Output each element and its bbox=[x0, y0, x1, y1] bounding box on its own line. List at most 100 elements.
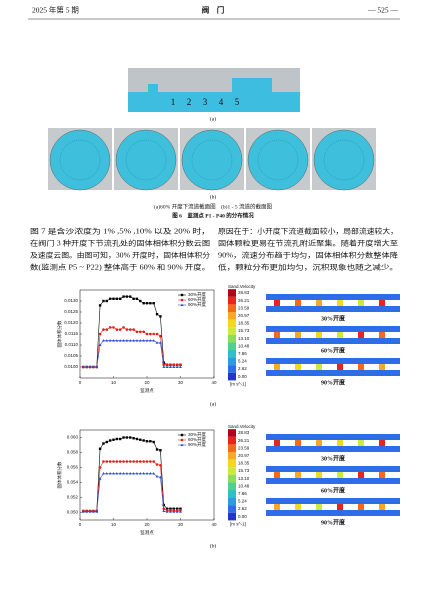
point bbox=[118, 460, 122, 463]
legend-marker bbox=[180, 293, 184, 297]
colorbar-tick: 10.48 bbox=[238, 343, 250, 348]
point bbox=[159, 341, 162, 344]
pipe bbox=[266, 466, 400, 472]
colorbar-tick: 15.73 bbox=[238, 468, 250, 473]
point bbox=[102, 339, 105, 342]
legend-marker bbox=[180, 433, 184, 437]
y-tick-label: 0.060 bbox=[67, 435, 79, 440]
point bbox=[155, 475, 159, 478]
point bbox=[128, 328, 132, 331]
point bbox=[132, 297, 135, 300]
body-line: 及速度云图。由图可知，30% 开度时，固体相体积分 bbox=[30, 251, 210, 260]
point bbox=[175, 507, 179, 510]
orifice bbox=[379, 332, 385, 338]
point bbox=[115, 339, 119, 342]
point bbox=[112, 460, 115, 463]
y-tick-label: 0.050 bbox=[67, 510, 79, 515]
point bbox=[118, 328, 122, 331]
colorbar-cell bbox=[228, 497, 236, 506]
point bbox=[119, 437, 122, 441]
point bbox=[102, 299, 105, 303]
orifice bbox=[379, 504, 385, 510]
orifice bbox=[379, 440, 385, 446]
point bbox=[118, 339, 122, 342]
colorbar-tick: 20.97 bbox=[238, 313, 250, 318]
colorbar-tick: 26.21 bbox=[238, 298, 250, 303]
legend-label: 60%开度 bbox=[188, 436, 207, 443]
colorbar-cell bbox=[228, 474, 236, 483]
point bbox=[135, 460, 139, 463]
point bbox=[122, 295, 125, 298]
x-axis-label: 监测点 bbox=[140, 387, 154, 394]
y-tick-label: 0.0120 bbox=[64, 320, 78, 325]
point bbox=[135, 297, 139, 300]
point bbox=[81, 365, 85, 368]
point bbox=[88, 510, 92, 513]
point bbox=[132, 339, 135, 342]
issue: 2025 年第 5 期 bbox=[32, 5, 79, 15]
colorbar-cell bbox=[228, 357, 236, 366]
pipe bbox=[266, 338, 400, 344]
point bbox=[122, 460, 125, 463]
journal: 阀 门 bbox=[202, 5, 225, 15]
colorbar-cell bbox=[228, 365, 236, 373]
point bbox=[95, 510, 99, 513]
orifice bbox=[295, 364, 301, 370]
colorbar-tick: 2.62 bbox=[238, 506, 247, 511]
point bbox=[128, 460, 132, 463]
point bbox=[172, 363, 176, 367]
point bbox=[98, 447, 102, 450]
point bbox=[112, 339, 115, 342]
point bbox=[145, 332, 149, 336]
x-tick-label: 20 bbox=[144, 522, 150, 527]
body-line: 在阀门 3 种开度下节流孔处的固体相体积分数云图 bbox=[30, 239, 210, 248]
point bbox=[98, 466, 102, 469]
fig6a-outlet bbox=[232, 78, 272, 92]
pipe bbox=[266, 294, 400, 300]
view-label: 60%开度 bbox=[321, 346, 346, 354]
orifice bbox=[274, 364, 280, 370]
colorbar-tick: 23.59 bbox=[238, 305, 250, 310]
pipe bbox=[266, 498, 400, 504]
orifice bbox=[337, 364, 343, 370]
point bbox=[155, 448, 159, 451]
orifice bbox=[295, 440, 301, 446]
colorbar-cell bbox=[228, 319, 236, 328]
orifice bbox=[316, 440, 322, 446]
point bbox=[102, 472, 105, 475]
colorbar-tick: 5.24 bbox=[238, 499, 247, 504]
point bbox=[102, 442, 105, 445]
point bbox=[159, 475, 162, 479]
pipe bbox=[266, 510, 400, 516]
point bbox=[142, 439, 145, 442]
point bbox=[102, 460, 105, 463]
point bbox=[128, 339, 132, 342]
point bbox=[139, 438, 142, 441]
section bbox=[49, 129, 111, 191]
point bbox=[95, 365, 99, 368]
legend-label: 30%开度 bbox=[188, 431, 207, 438]
point bbox=[115, 460, 119, 463]
point bbox=[132, 472, 135, 475]
orifice bbox=[274, 504, 280, 510]
body-line: 固体颗粒更易在节流孔附近聚集。随着开度增大至 bbox=[218, 239, 398, 248]
orifice bbox=[358, 332, 364, 338]
x-tick-label: 40 bbox=[211, 380, 217, 385]
colorbar-tick: 0.00 bbox=[238, 514, 247, 519]
colorbar-cell bbox=[228, 372, 236, 381]
point bbox=[169, 363, 172, 367]
point bbox=[132, 328, 135, 331]
point bbox=[125, 436, 129, 439]
point bbox=[108, 326, 112, 329]
point bbox=[145, 440, 149, 443]
colorbar-cell bbox=[228, 467, 236, 475]
orifice bbox=[274, 300, 280, 306]
colorbar-tick: 5.24 bbox=[238, 359, 247, 364]
point bbox=[105, 472, 109, 475]
y-tick-label: 0.058 bbox=[67, 450, 79, 455]
orifice bbox=[274, 472, 280, 478]
point bbox=[135, 330, 139, 334]
colorbar-cell bbox=[228, 512, 236, 521]
point bbox=[125, 339, 129, 342]
y-tick-label: 0.052 bbox=[67, 495, 79, 500]
